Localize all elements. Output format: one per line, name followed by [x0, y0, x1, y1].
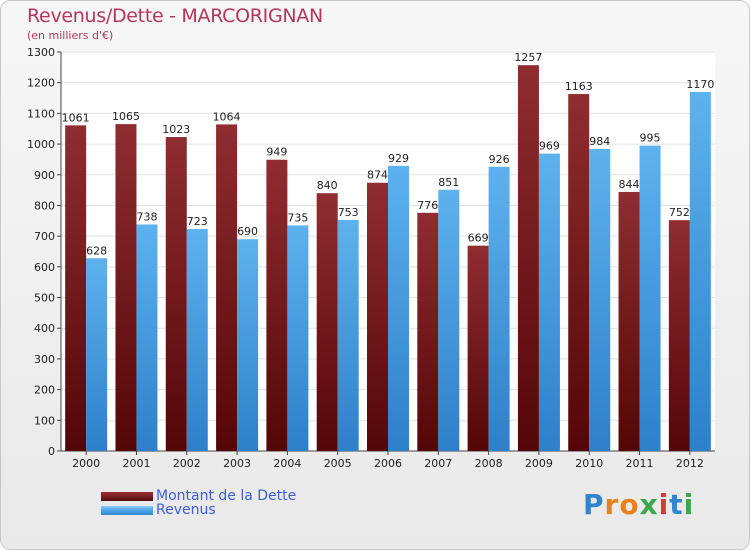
data-label-revenus: 929: [388, 152, 409, 165]
logo-letter: o: [619, 488, 640, 521]
x-tick-label: 2009: [525, 457, 553, 470]
data-label-dette: 844: [619, 178, 640, 191]
bar-dette: [417, 212, 439, 451]
y-tick-label: 100: [34, 414, 55, 427]
data-label-revenus: 735: [287, 211, 308, 224]
data-label-dette: 840: [317, 179, 338, 192]
y-tick-label: 0: [48, 445, 55, 458]
legend-label-revenus: Revenus: [156, 502, 216, 518]
bar-revenus: [438, 189, 460, 451]
data-label-dette: 1065: [112, 110, 140, 123]
chart-title: Revenus/Dette - MARCORIGNAN: [27, 5, 323, 27]
legend-item-revenus: Revenus: [101, 502, 216, 518]
bar-revenus: [689, 91, 711, 452]
data-label-revenus: 628: [86, 244, 107, 257]
bar-dette: [568, 94, 590, 451]
data-label-dette: 1061: [62, 111, 90, 124]
x-tick-label: 2002: [173, 457, 201, 470]
bar-dette: [367, 182, 388, 451]
legend-swatch-revenus: [101, 505, 153, 515]
y-tick-label: 1000: [27, 138, 55, 151]
x-tick-label: 2001: [122, 457, 150, 470]
data-label-dette: 1064: [213, 110, 241, 123]
bar-revenus: [488, 166, 510, 451]
x-tick-label: 2008: [475, 457, 503, 470]
bar-revenus: [86, 258, 108, 451]
logo-letter: P: [583, 488, 605, 521]
x-tick-label: 2011: [626, 457, 654, 470]
logo-letter: i: [683, 488, 695, 521]
x-tick-label: 2004: [273, 457, 301, 470]
logo-letter: r: [604, 488, 620, 521]
bar-revenus: [639, 145, 661, 451]
bar-dette: [266, 159, 288, 452]
logo-letter: t: [669, 488, 684, 521]
data-label-dette: 752: [669, 206, 690, 219]
data-label-revenus: 738: [136, 210, 157, 223]
data-label-revenus: 690: [237, 225, 258, 238]
x-tick-label: 2000: [72, 457, 100, 470]
bar-revenus: [136, 224, 158, 451]
y-tick-label: 500: [34, 292, 55, 305]
bar-dette: [165, 137, 187, 451]
data-label-revenus: 851: [438, 176, 459, 189]
data-label-dette: 1257: [514, 51, 542, 64]
data-label-dette: 874: [367, 169, 388, 182]
data-label-revenus: 1170: [686, 78, 714, 91]
x-tick-label: 2003: [223, 457, 251, 470]
bar-dette: [517, 65, 539, 451]
data-label-dette: 1023: [162, 123, 190, 136]
legend-label-dette: Montant de la Dette: [156, 488, 297, 504]
bar-dette: [668, 220, 690, 451]
y-tick-label: 800: [34, 199, 55, 212]
y-tick-label: 1200: [27, 77, 55, 90]
bar-dette: [316, 193, 338, 451]
data-label-revenus: 984: [589, 135, 610, 148]
bar-revenus: [589, 148, 611, 452]
logo-letter: x: [639, 488, 659, 521]
data-label-revenus: 723: [187, 215, 208, 228]
bar-dette: [216, 124, 238, 452]
bar-revenus: [287, 225, 309, 451]
x-tick-label: 2010: [575, 457, 603, 470]
y-tick-label: 700: [34, 230, 55, 243]
bar-dette: [467, 245, 489, 451]
data-label-revenus: 753: [338, 206, 359, 219]
x-tick-label: 2005: [324, 457, 352, 470]
y-tick-label: 200: [34, 384, 55, 397]
y-tick-label: 900: [34, 169, 55, 182]
data-label-dette: 949: [266, 146, 287, 159]
y-tick-label: 300: [34, 353, 55, 366]
logo-letter: i: [658, 488, 670, 521]
data-label-revenus: 969: [539, 140, 560, 153]
y-tick-label: 1300: [27, 46, 55, 59]
data-label-dette: 669: [468, 232, 489, 245]
y-tick-label: 600: [34, 261, 55, 274]
data-label-revenus: 995: [640, 132, 661, 145]
x-tick-label: 2012: [676, 457, 704, 470]
x-tick-label: 2006: [374, 457, 402, 470]
bar-dette: [65, 125, 87, 451]
legend-item-dette: Montant de la Dette: [101, 488, 296, 504]
bar-revenus: [186, 229, 208, 451]
bar-revenus: [538, 153, 560, 451]
bar-revenus: [337, 219, 359, 451]
x-tick-label: 2007: [424, 457, 452, 470]
data-label-dette: 776: [417, 199, 438, 212]
bar-dette: [618, 191, 640, 452]
bar-revenus: [388, 165, 409, 451]
proxiti-logo: Proxiti: [583, 488, 694, 521]
data-label-revenus: 926: [489, 153, 510, 166]
chart-subtitle: (en milliers d'€): [27, 29, 114, 42]
bar-revenus: [237, 239, 259, 451]
y-tick-label: 400: [34, 322, 55, 335]
legend-swatch-dette: [101, 491, 153, 501]
data-label-dette: 1163: [565, 80, 593, 93]
bar-dette: [115, 124, 137, 451]
y-tick-label: 1100: [27, 107, 55, 120]
